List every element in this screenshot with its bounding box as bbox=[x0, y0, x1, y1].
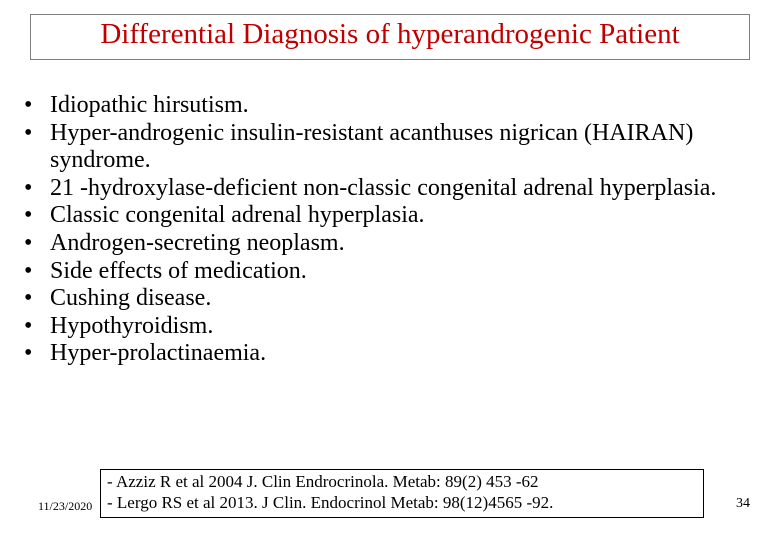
bullet-text: Idiopathic hirsutism. bbox=[50, 92, 772, 120]
reference-line: - Azziz R et al 2004 J. Clin Endrocrinol… bbox=[107, 472, 697, 492]
list-item: • Hypothyroidism. bbox=[20, 313, 772, 341]
bullet-text: 21 -hydroxylase-deficient non-classic co… bbox=[50, 175, 772, 203]
list-item: • Side effects of medication. bbox=[20, 258, 772, 286]
bullet-icon: • bbox=[20, 340, 50, 368]
list-item: • 21 -hydroxylase-deficient non-classic … bbox=[20, 175, 772, 203]
slide-title: Differential Diagnosis of hyperandrogeni… bbox=[100, 18, 679, 50]
list-item: • Idiopathic hirsutism. bbox=[20, 92, 772, 120]
list-item: • Classic congenital adrenal hyperplasia… bbox=[20, 202, 772, 230]
title-box: Differential Diagnosis of hyperandrogeni… bbox=[30, 14, 750, 60]
bullet-text: Classic congenital adrenal hyperplasia. bbox=[50, 202, 772, 230]
list-item: • Androgen-secreting neoplasm. bbox=[20, 230, 772, 258]
bullet-text: Hypothyroidism. bbox=[50, 313, 772, 341]
bullet-icon: • bbox=[20, 120, 50, 148]
list-item: • Hyper-androgenic insulin-resistant aca… bbox=[20, 120, 772, 175]
references-box: - Azziz R et al 2004 J. Clin Endrocrinol… bbox=[100, 469, 704, 518]
bullet-text: Hyper-androgenic insulin-resistant acant… bbox=[50, 120, 772, 175]
bullet-icon: • bbox=[20, 258, 50, 286]
footer-page-number: 34 bbox=[736, 496, 750, 512]
slide: Differential Diagnosis of hyperandrogeni… bbox=[0, 0, 780, 540]
footer-date: 11/23/2020 bbox=[38, 499, 92, 514]
bullet-text: Side effects of medication. bbox=[50, 258, 772, 286]
bullet-icon: • bbox=[20, 285, 50, 313]
bullet-icon: • bbox=[20, 313, 50, 341]
bullet-text: Androgen-secreting neoplasm. bbox=[50, 230, 772, 258]
bullet-icon: • bbox=[20, 202, 50, 230]
bullet-text: Cushing disease. bbox=[50, 285, 772, 313]
bullet-icon: • bbox=[20, 230, 50, 258]
list-item: • Cushing disease. bbox=[20, 285, 772, 313]
bullet-text: Hyper-prolactinaemia. bbox=[50, 340, 772, 368]
reference-line: - Lergo RS et al 2013. J Clin. Endocrino… bbox=[107, 493, 697, 513]
bullet-icon: • bbox=[20, 175, 50, 203]
list-item: • Hyper-prolactinaemia. bbox=[20, 340, 772, 368]
bullet-list: • Idiopathic hirsutism. • Hyper-androgen… bbox=[20, 92, 772, 368]
bullet-icon: • bbox=[20, 92, 50, 120]
